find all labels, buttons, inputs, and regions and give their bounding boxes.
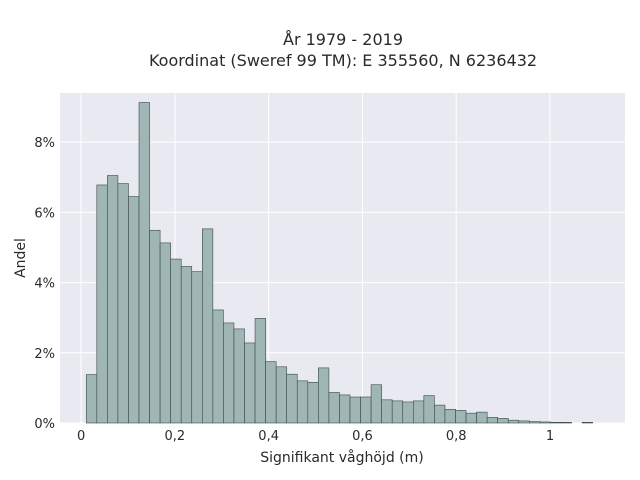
histogram-bar (444, 409, 456, 424)
x-tick-label: 0,2 (165, 429, 186, 444)
histogram-bar (497, 418, 509, 424)
x-tick-label: 1 (546, 429, 554, 444)
histogram-bar (328, 392, 340, 424)
histogram-bar (254, 318, 266, 424)
histogram-bar (170, 258, 182, 424)
x-tick-label: 0,4 (258, 429, 279, 444)
histogram-bar (202, 228, 214, 424)
histogram-bar (402, 401, 414, 424)
histogram-bar (85, 374, 98, 424)
histogram-bar (507, 419, 520, 424)
histogram-bar (455, 410, 467, 424)
histogram-bar (296, 380, 309, 424)
chart-title-line-2: Koordinat (Sweref 99 TM): E 355560, N 62… (149, 51, 537, 70)
histogram-bar (233, 328, 245, 424)
histogram-bar (381, 399, 393, 424)
histogram-bar (117, 183, 129, 424)
histogram-bar (159, 242, 171, 424)
chart-title-line-1: År 1979 - 2019 (283, 30, 403, 49)
histogram-bar (180, 266, 193, 424)
y-axis-label: Andel (13, 238, 29, 278)
histogram-bar (560, 421, 572, 424)
histogram-bar (307, 381, 319, 424)
histogram-bar (360, 396, 372, 424)
histogram-bar (128, 196, 140, 424)
y-tick-label: 8% (34, 136, 55, 151)
histogram-bar (529, 421, 541, 424)
histogram-bar (486, 417, 498, 424)
x-tick-label: 0,6 (352, 429, 373, 444)
histogram-bar (550, 421, 562, 424)
histogram-bar (286, 373, 298, 424)
histogram-bar (339, 394, 351, 424)
x-axis-label: Signifikant våghöjd (m) (260, 449, 423, 466)
histogram-bar (244, 342, 256, 424)
histogram-bar (96, 184, 108, 424)
y-tick-label: 0% (34, 417, 55, 432)
x-axis-ticks: 0 0,2 0,4 0,6 0,8 1 (77, 429, 554, 444)
histogram-bar (434, 404, 446, 424)
histogram-bar (370, 384, 382, 424)
y-tick-label: 4% (34, 277, 55, 292)
histogram-bars (85, 102, 593, 424)
histogram-bar (539, 421, 551, 424)
y-axis-ticks: 0% 2% 4% 6% 8% (34, 136, 55, 432)
histogram-bar (423, 395, 435, 424)
histogram-bar (265, 361, 277, 424)
histogram-bar (391, 400, 404, 424)
y-tick-label: 6% (34, 206, 55, 221)
histogram-bar (223, 322, 235, 424)
histogram-bar (465, 412, 477, 424)
histogram-bar (476, 411, 488, 424)
x-tick-label: 0,8 (446, 429, 467, 444)
histogram-bar (191, 271, 203, 424)
y-tick-label: 2% (34, 347, 55, 362)
histogram-bar (212, 309, 224, 424)
histogram-bar (518, 420, 530, 424)
histogram-bar (318, 367, 330, 424)
x-tick-label: 0 (77, 429, 85, 444)
histogram-bar (138, 102, 150, 424)
histogram-bar (581, 421, 593, 424)
histogram-bar (107, 175, 119, 424)
histogram-bar (149, 229, 161, 424)
histogram-bar (275, 366, 288, 424)
histogram-bar (349, 396, 361, 424)
histogram-bar (413, 400, 425, 424)
